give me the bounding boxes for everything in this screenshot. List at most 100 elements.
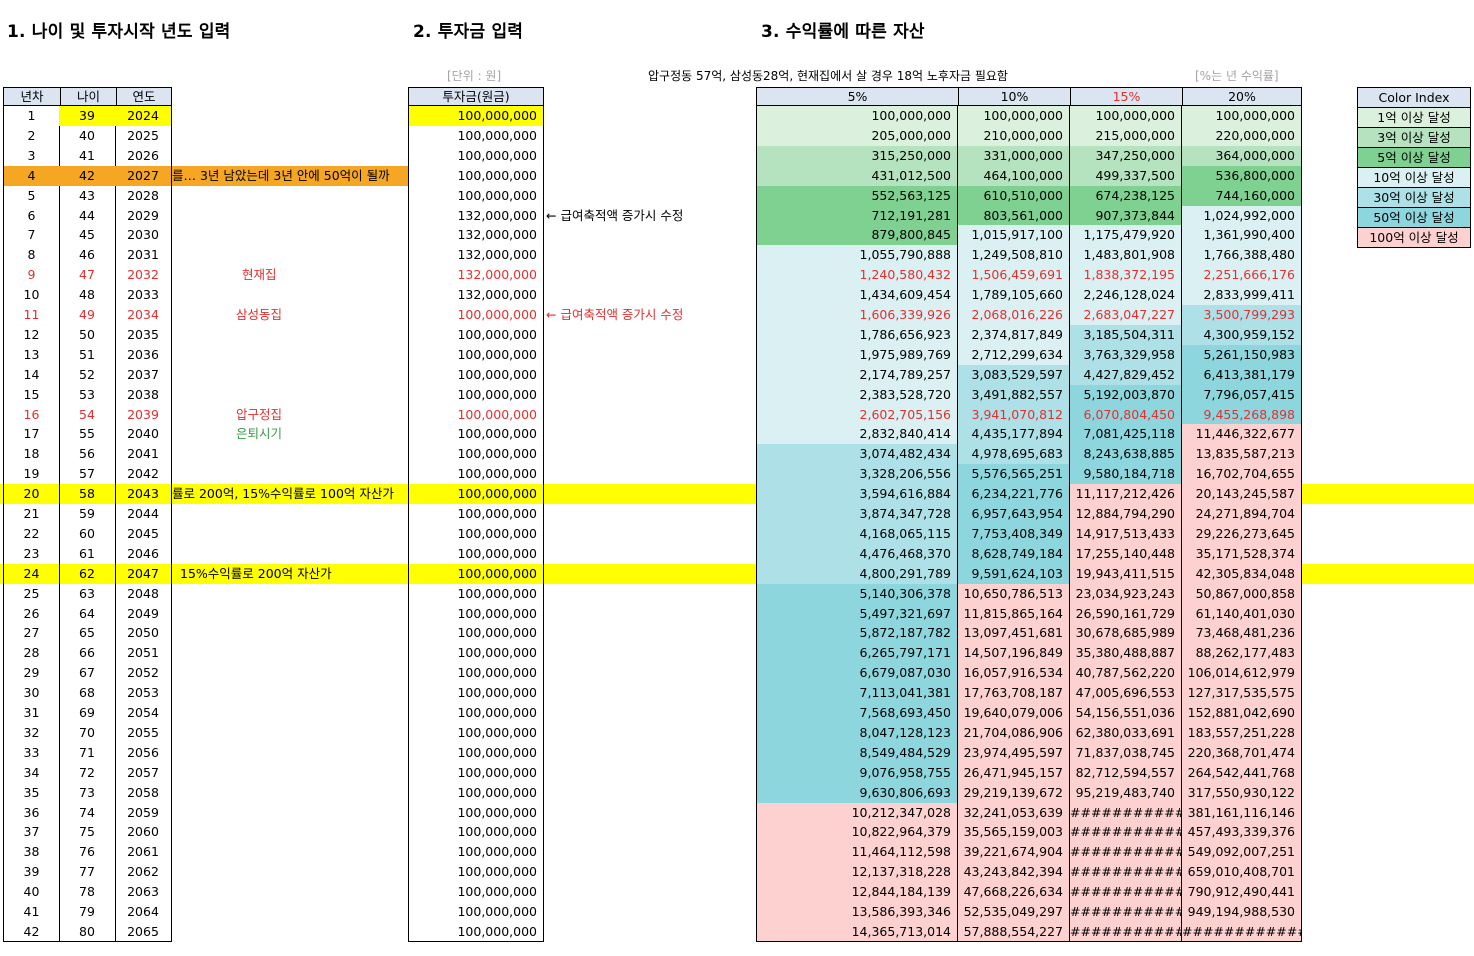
year-no-cell[interactable]: 23 [3,543,60,564]
return-cell-r5[interactable]: 4,168,065,115 [756,523,958,544]
return-cell-r15[interactable]: ############# [1070,802,1182,823]
return-cell-r15[interactable]: 30,678,685,989 [1070,623,1182,644]
return-cell-r15[interactable]: 54,156,551,036 [1070,703,1182,723]
year-no-cell[interactable]: 16 [3,404,60,425]
return-cell-r20[interactable]: 744,160,000 [1182,185,1302,206]
year-cell[interactable]: 2060 [115,822,172,843]
year-cell[interactable]: 2042 [115,464,172,485]
return-cell-r15[interactable]: ############# [1070,902,1182,922]
return-cell-r5[interactable]: 2,383,528,720 [756,384,958,405]
return-cell-r20[interactable]: 73,468,481,236 [1182,623,1302,644]
invest-cell[interactable]: 132,000,000 [408,205,544,226]
year-cell[interactable]: 2033 [115,285,172,306]
return-cell-r10[interactable]: 17,763,708,187 [958,683,1070,704]
return-cell-r10[interactable]: 331,000,000 [958,145,1070,166]
return-cell-r5[interactable]: 1,240,580,432 [756,265,958,286]
year-cell[interactable]: 2044 [115,504,172,524]
return-cell-r5[interactable]: 879,800,845 [756,225,958,246]
return-cell-r15[interactable]: 7,081,425,118 [1070,424,1182,445]
year-no-cell[interactable]: 15 [3,384,60,405]
year-no-cell[interactable]: 11 [3,305,60,325]
age-cell[interactable]: 47 [59,265,116,286]
age-cell[interactable]: 75 [59,822,116,843]
age-cell[interactable]: 51 [59,344,116,365]
invest-cell[interactable]: 100,000,000 [408,165,544,186]
return-cell-r10[interactable]: 35,565,159,003 [958,822,1070,843]
return-cell-r15[interactable]: ############# [1070,822,1182,843]
age-cell[interactable]: 50 [59,324,116,345]
invest-cell[interactable]: 100,000,000 [408,583,544,604]
age-cell[interactable]: 72 [59,762,116,783]
invest-cell[interactable]: 100,000,000 [408,185,544,206]
age-cell[interactable]: 63 [59,583,116,604]
return-cell-r5[interactable]: 1,975,989,769 [756,344,958,365]
return-cell-r15[interactable]: 907,373,844 [1070,205,1182,226]
invest-cell[interactable]: 132,000,000 [408,245,544,266]
return-cell-r10[interactable]: 1,249,508,810 [958,245,1070,266]
year-cell[interactable]: 2063 [115,882,172,903]
year-cell[interactable]: 2045 [115,523,172,544]
invest-cell[interactable]: 100,000,000 [408,603,544,624]
invest-cell[interactable]: 132,000,000 [408,285,544,306]
return-cell-r15[interactable]: 499,337,500 [1070,165,1182,186]
return-cell-r20[interactable]: 152,881,042,690 [1182,703,1302,723]
year-cell[interactable]: 2024 [115,106,172,126]
return-cell-r20[interactable]: 42,305,834,048 [1182,563,1302,584]
return-cell-r15[interactable]: 347,250,000 [1070,145,1182,166]
return-cell-r5[interactable]: 1,434,609,454 [756,285,958,306]
return-cell-r5[interactable]: 4,476,468,370 [756,543,958,564]
year-no-cell[interactable]: 29 [3,663,60,684]
return-cell-r15[interactable]: 6,070,804,450 [1070,404,1182,425]
return-cell-r10[interactable]: 2,068,016,226 [958,305,1070,325]
age-cell[interactable]: 62 [59,563,116,584]
age-cell[interactable]: 73 [59,782,116,803]
return-cell-r10[interactable]: 14,507,196,849 [958,643,1070,664]
return-cell-r10[interactable]: 100,000,000 [958,106,1070,126]
age-cell[interactable]: 67 [59,663,116,684]
year-cell[interactable]: 2050 [115,623,172,644]
return-cell-r15[interactable]: 8,243,638,885 [1070,444,1182,465]
return-cell-r10[interactable]: 210,000,000 [958,125,1070,146]
return-cell-r15[interactable]: 62,380,033,691 [1070,722,1182,743]
return-cell-r10[interactable]: 23,974,495,597 [958,742,1070,763]
year-cell[interactable]: 2048 [115,583,172,604]
year-cell[interactable]: 2037 [115,364,172,385]
return-cell-r20[interactable]: 220,000,000 [1182,125,1302,146]
return-cell-r20[interactable]: 2,833,999,411 [1182,285,1302,306]
return-cell-r10[interactable]: 10,650,786,513 [958,583,1070,604]
invest-cell[interactable]: 100,000,000 [408,623,544,644]
year-cell[interactable]: 2032 [115,265,172,286]
age-cell[interactable]: 79 [59,902,116,922]
return-cell-r10[interactable]: 29,219,139,672 [958,782,1070,803]
year-no-cell[interactable]: 19 [3,464,60,485]
return-cell-r20[interactable]: 13,835,587,213 [1182,444,1302,465]
age-cell[interactable]: 61 [59,543,116,564]
year-no-cell[interactable]: 3 [3,145,60,166]
year-no-cell[interactable]: 37 [3,822,60,843]
return-cell-r5[interactable]: 8,549,484,529 [756,742,958,763]
year-no-cell[interactable]: 17 [3,424,60,445]
return-cell-r15[interactable]: 2,246,128,024 [1070,285,1182,306]
return-cell-r10[interactable]: 1,789,105,660 [958,285,1070,306]
return-cell-r15[interactable]: 12,884,794,290 [1070,504,1182,524]
year-no-cell[interactable]: 31 [3,703,60,723]
year-no-cell[interactable]: 6 [3,205,60,226]
return-cell-r10[interactable]: 19,640,079,006 [958,703,1070,723]
return-cell-r15[interactable]: 215,000,000 [1070,125,1182,146]
return-cell-r20[interactable]: 317,550,930,122 [1182,782,1302,803]
return-cell-r10[interactable]: 52,535,049,297 [958,902,1070,922]
return-cell-r5[interactable]: 100,000,000 [756,106,958,126]
return-cell-r15[interactable]: 1,838,372,195 [1070,265,1182,286]
invest-cell[interactable]: 100,000,000 [408,902,544,922]
invest-cell[interactable]: 100,000,000 [408,703,544,723]
age-cell[interactable]: 76 [59,842,116,863]
return-cell-r10[interactable]: 3,083,529,597 [958,364,1070,385]
invest-cell[interactable]: 100,000,000 [408,305,544,325]
return-cell-r10[interactable]: 32,241,053,639 [958,802,1070,823]
invest-cell[interactable]: 100,000,000 [408,324,544,345]
return-cell-r20[interactable]: 50,867,000,858 [1182,583,1302,604]
return-cell-r5[interactable]: 13,586,393,346 [756,902,958,922]
age-cell[interactable]: 55 [59,424,116,445]
return-cell-r5[interactable]: 7,113,041,381 [756,683,958,704]
return-cell-r20[interactable]: 949,194,988,530 [1182,902,1302,922]
